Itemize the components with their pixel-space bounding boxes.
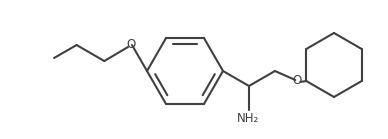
Text: O: O bbox=[293, 74, 302, 86]
Text: O: O bbox=[126, 38, 136, 50]
Text: NH₂: NH₂ bbox=[237, 112, 259, 126]
